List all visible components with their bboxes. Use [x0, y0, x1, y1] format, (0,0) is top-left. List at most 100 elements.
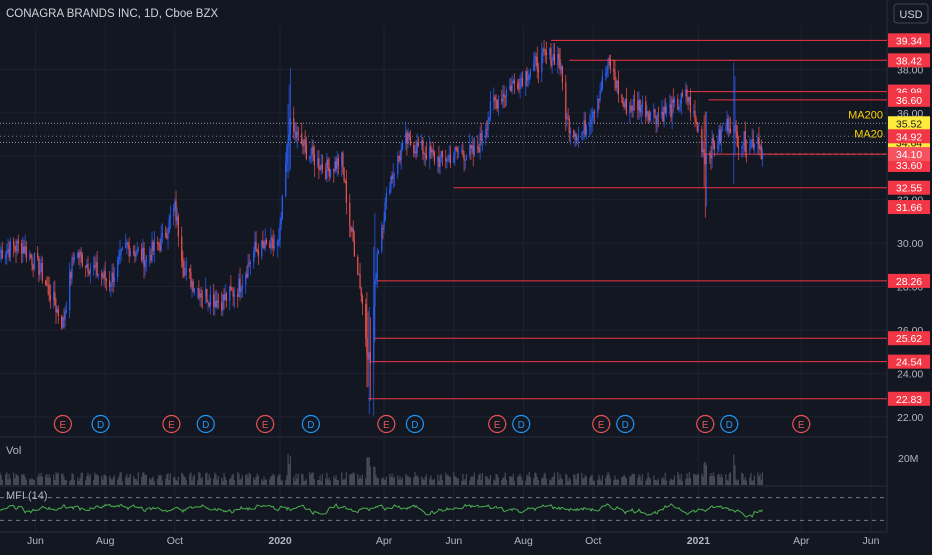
volume-bar	[281, 480, 283, 485]
candle-body	[55, 305, 57, 313]
candle-body	[77, 252, 79, 257]
dividend-marker[interactable]	[91, 414, 110, 434]
volume-bar	[24, 476, 26, 485]
candle-body	[1, 250, 3, 259]
volume-bar	[111, 480, 113, 485]
candle-body	[359, 273, 361, 289]
candle-body	[88, 271, 90, 274]
candle-body	[639, 99, 641, 113]
volume-bar	[480, 479, 482, 485]
earnings-marker[interactable]	[53, 414, 72, 434]
volume-bar	[46, 473, 48, 485]
candle-body	[568, 118, 570, 134]
volume-bar	[511, 476, 513, 485]
axis-only-label-tag	[888, 157, 930, 172]
volume-bar	[326, 472, 328, 485]
candle-body	[160, 236, 162, 251]
candle-body	[232, 290, 234, 297]
candle-body	[613, 69, 615, 72]
volume-bar	[80, 473, 82, 485]
earnings-marker[interactable]	[162, 414, 181, 434]
candle-body	[576, 137, 578, 141]
candle-body	[296, 132, 298, 138]
candle-body	[623, 104, 625, 108]
candle-body	[105, 279, 107, 281]
event-label: D	[411, 420, 418, 431]
candle-body	[78, 252, 80, 258]
candle-body	[69, 272, 71, 311]
candle-body	[513, 80, 515, 84]
dividend-marker[interactable]	[616, 414, 635, 434]
candle-body	[608, 58, 610, 60]
volume-bar	[344, 478, 346, 485]
candle-body	[174, 201, 176, 209]
candle-body	[399, 157, 401, 161]
volume-bar	[513, 480, 515, 485]
candle-body	[377, 250, 379, 254]
volume-bar	[71, 472, 73, 485]
earnings-marker[interactable]	[592, 414, 611, 434]
candle-body	[733, 125, 735, 134]
dividend-marker[interactable]	[301, 414, 321, 434]
candle-body	[726, 118, 728, 130]
candle-body	[408, 133, 410, 137]
candle-body	[640, 106, 642, 113]
dividend-marker[interactable]	[196, 414, 215, 434]
candle-body	[126, 242, 128, 244]
volume-bar	[245, 475, 247, 485]
volume-bar	[256, 473, 258, 485]
candle-body	[360, 288, 362, 296]
dotted-level-label: 34.92	[896, 131, 922, 143]
time-tick-label: Oct	[167, 535, 183, 547]
volume-bar	[254, 479, 256, 485]
volume-bar	[729, 472, 731, 485]
volume-bar	[535, 473, 537, 485]
candle-body	[256, 248, 258, 251]
earnings-marker[interactable]	[256, 414, 275, 434]
volume-bar	[270, 476, 272, 485]
volume-bar	[134, 478, 136, 485]
earnings-marker[interactable]	[488, 414, 507, 434]
earnings-marker[interactable]	[792, 414, 811, 434]
event-label: E	[60, 420, 67, 431]
dividend-marker[interactable]	[720, 414, 739, 434]
candle-body	[727, 118, 729, 132]
candle-body	[416, 142, 418, 154]
volume-bar	[721, 477, 723, 485]
volume-bar	[149, 477, 151, 485]
volume-bar	[160, 475, 162, 485]
candle-body	[501, 99, 503, 102]
candle-body	[182, 260, 184, 268]
volume-bar	[303, 480, 305, 485]
current-price-label: 34.10	[896, 149, 922, 161]
volume-bar	[325, 478, 327, 485]
candle-body	[46, 284, 48, 286]
earnings-marker[interactable]	[377, 414, 396, 434]
candle-body	[469, 145, 471, 156]
candle-body	[255, 241, 257, 249]
volume-bar	[8, 473, 10, 485]
dividend-marker[interactable]	[405, 414, 425, 434]
currency-button[interactable]: USD	[893, 3, 929, 24]
dividend-marker[interactable]	[512, 414, 531, 434]
volume-bar	[441, 479, 443, 485]
volume-bar	[161, 480, 163, 485]
candle-body	[455, 147, 457, 149]
candlestick-series	[0, 40, 764, 416]
candle-body	[686, 89, 688, 98]
volume-bar	[343, 479, 345, 485]
volume-bar	[357, 473, 359, 485]
volume-bar	[368, 457, 370, 485]
earnings-marker[interactable]	[696, 414, 715, 434]
event-label: E	[494, 420, 501, 431]
candle-body	[159, 245, 161, 251]
candle-body	[417, 142, 419, 146]
candle-body	[591, 117, 593, 121]
volume-bar	[390, 477, 392, 485]
volume-bar	[640, 480, 642, 485]
volume-bar	[495, 474, 497, 485]
volume-bar	[329, 480, 331, 485]
candle-body	[270, 237, 272, 248]
